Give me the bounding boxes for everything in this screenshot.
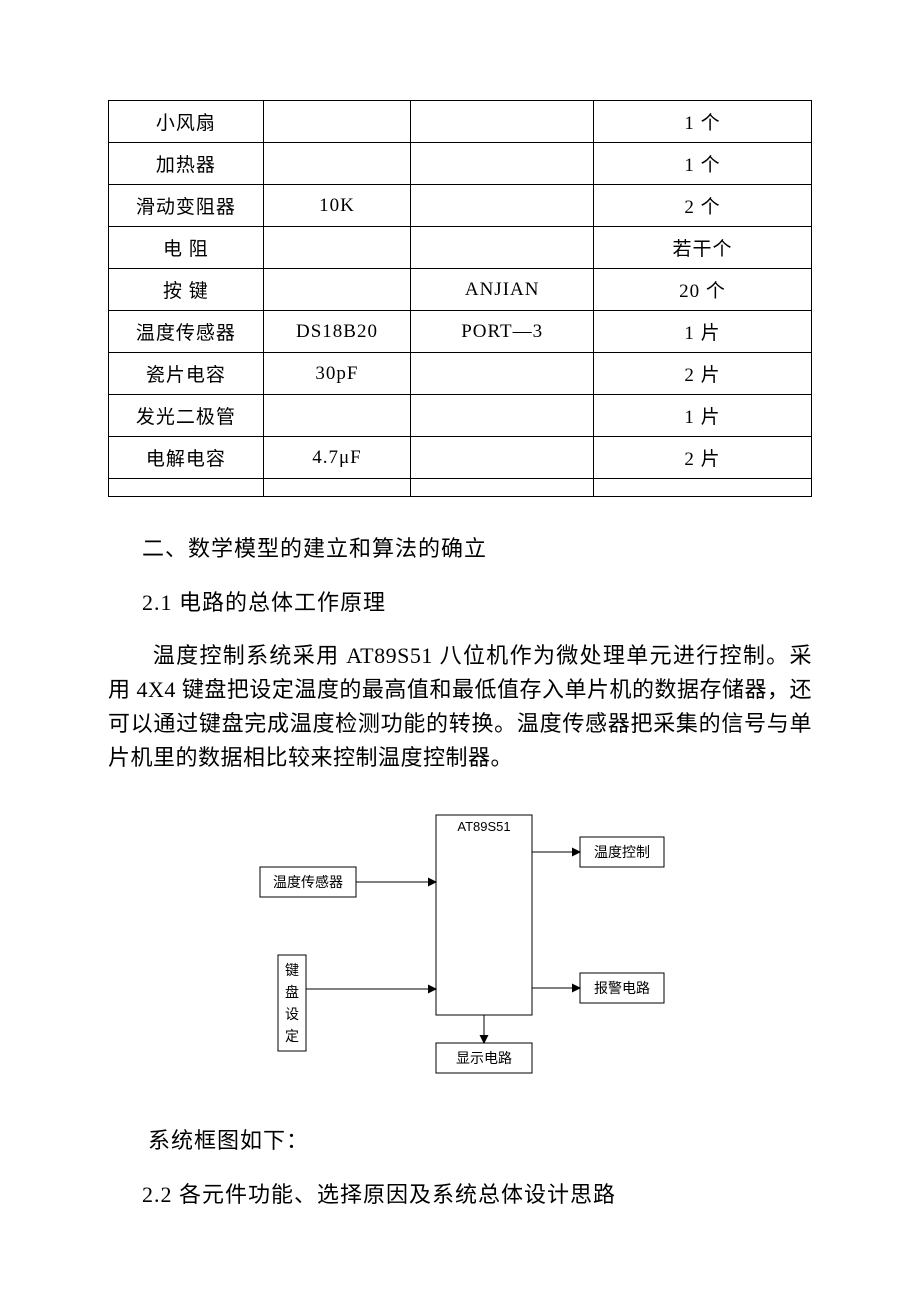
section-2-1-heading: 2.1 电路的总体工作原理 <box>142 585 812 617</box>
table-cell: 电解电容 <box>109 437 264 479</box>
table-cell: 2 个 <box>594 185 812 227</box>
paragraph-2-1: 温度控制系统采用 AT89S51 八位机作为微处理单元进行控制。采用 4X4 键… <box>108 639 812 775</box>
svg-text:报警电路: 报警电路 <box>594 981 650 997</box>
table-cell <box>411 353 594 395</box>
table-cell <box>263 479 411 497</box>
paragraph-2-1-text: 温度控制系统采用 AT89S51 八位机作为微处理单元进行控制。采用 4X4 键… <box>108 643 812 770</box>
table-cell: 4.7μF <box>263 437 411 479</box>
table-row: 温度传感器DS18B20PORT—31 片 <box>109 311 812 353</box>
table-cell: 温度传感器 <box>109 311 264 353</box>
diagram-node-sensor: 温度传感器 <box>260 867 356 897</box>
table-cell <box>411 101 594 143</box>
table-cell: 30pF <box>263 353 411 395</box>
table-row: 瓷片电容30pF 2 片 <box>109 353 812 395</box>
svg-text:盘: 盘 <box>285 984 299 1001</box>
table-cell: 发光二极管 <box>109 395 264 437</box>
system-block-diagram: AT89S51 温度传感器键盘设定 温度控制报警电路显示电路 <box>240 805 680 1095</box>
table-cell <box>411 479 594 497</box>
table-row: 小风扇 1 个 <box>109 101 812 143</box>
table-cell <box>109 479 264 497</box>
system-block-diagram-wrap: AT89S51 温度传感器键盘设定 温度控制报警电路显示电路 <box>108 805 812 1095</box>
section-2-heading: 二、数学模型的建立和算法的确立 <box>142 531 812 563</box>
svg-text:键: 键 <box>285 963 299 979</box>
table-row: 电解电容4.7μF 2 片 <box>109 437 812 479</box>
table-cell <box>263 143 411 185</box>
table-cell: 2 片 <box>594 437 812 479</box>
svg-text:设: 设 <box>285 1007 299 1023</box>
table-cell: 按 键 <box>109 269 264 311</box>
table-cell: 滑动变阻器 <box>109 185 264 227</box>
svg-text:温度传感器: 温度传感器 <box>273 874 343 891</box>
svg-text:AT89S51: AT89S51 <box>457 819 510 834</box>
table-row: 加热器 1 个 <box>109 143 812 185</box>
table-cell: 20 个 <box>594 269 812 311</box>
table-cell: DS18B20 <box>263 311 411 353</box>
diagram-node-ctrl: 温度控制 <box>580 837 664 867</box>
table-cell <box>263 395 411 437</box>
svg-text:显示电路: 显示电路 <box>456 1051 512 1067</box>
table-cell <box>263 269 411 311</box>
section-2-2-heading: 2.2 各元件功能、选择原因及系统总体设计思路 <box>142 1177 812 1209</box>
svg-text:温度控制: 温度控制 <box>594 845 650 861</box>
table-cell: 电 阻 <box>109 227 264 269</box>
table-cell <box>594 479 812 497</box>
diagram-node-keypad: 键盘设定 <box>278 955 306 1051</box>
diagram-node-mcu: AT89S51 <box>436 815 532 1015</box>
table-row: 按 键 ANJIAN20 个 <box>109 269 812 311</box>
table-cell <box>411 185 594 227</box>
diagram-caption: 系统框图如下： <box>148 1123 812 1155</box>
table-cell: 1 片 <box>594 395 812 437</box>
svg-text:定: 定 <box>285 1029 299 1045</box>
table-cell <box>411 227 594 269</box>
diagram-node-display: 显示电路 <box>436 1043 532 1073</box>
table-cell <box>263 101 411 143</box>
table-cell: 瓷片电容 <box>109 353 264 395</box>
table-cell <box>263 227 411 269</box>
table-row: 电 阻 若干个 <box>109 227 812 269</box>
table-cell: 若干个 <box>594 227 812 269</box>
table-cell: ANJIAN <box>411 269 594 311</box>
components-table: 小风扇1 个加热器1 个滑动变阻器10K2 个电 阻若干个按 键ANJIAN20… <box>108 100 812 497</box>
table-cell: 小风扇 <box>109 101 264 143</box>
table-cell <box>411 395 594 437</box>
table-row: 发光二极管 1 片 <box>109 395 812 437</box>
diagram-node-alarm: 报警电路 <box>580 973 664 1003</box>
table-cell <box>411 143 594 185</box>
table-cell: 1 片 <box>594 311 812 353</box>
table-row-empty <box>109 479 812 497</box>
table-cell: 2 片 <box>594 353 812 395</box>
table-cell: PORT—3 <box>411 311 594 353</box>
table-cell: 加热器 <box>109 143 264 185</box>
table-row: 滑动变阻器10K 2 个 <box>109 185 812 227</box>
table-cell <box>411 437 594 479</box>
table-cell: 1 个 <box>594 143 812 185</box>
table-cell: 1 个 <box>594 101 812 143</box>
table-cell: 10K <box>263 185 411 227</box>
